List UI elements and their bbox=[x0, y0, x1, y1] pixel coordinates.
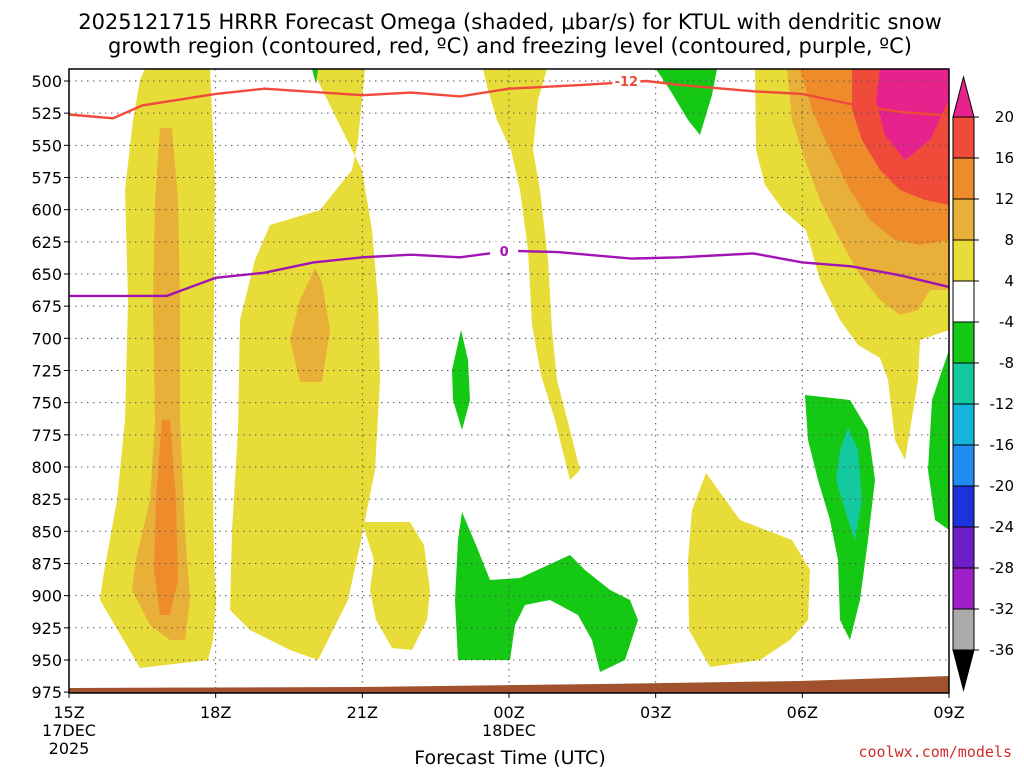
x-tick-label: 18Z bbox=[200, 703, 231, 722]
colorbar-segment bbox=[952, 116, 975, 159]
x-tick-date-label: 17DEC bbox=[42, 721, 96, 740]
colorbar-tick-label: -12 bbox=[990, 395, 1015, 413]
chart-title-line-2: growth region (contoured, red, ºC) and f… bbox=[108, 34, 912, 58]
y-tick-label: 800 bbox=[31, 458, 62, 477]
y-axis-pressure: 500 525 550 575 600 625 650 675 700 725 750 775 800 8… bbox=[31, 72, 69, 702]
colorbar-tick-label: -28 bbox=[990, 559, 1015, 577]
contour-label-background bbox=[612, 72, 641, 89]
omega-region-green-top-small bbox=[312, 69, 318, 84]
colorbar-tick-label: 16 bbox=[995, 149, 1014, 167]
y-tick-label: 650 bbox=[31, 265, 62, 284]
colorbar-segment bbox=[952, 567, 975, 610]
colorbar-segment bbox=[952, 444, 975, 487]
colorbar-segment bbox=[952, 157, 975, 200]
colorbar-tick-label: -32 bbox=[990, 600, 1015, 618]
x-tick-label: 15Z bbox=[53, 703, 84, 722]
y-tick-label: 600 bbox=[31, 201, 62, 220]
watermark-text: coolwx.com/models bbox=[858, 743, 1012, 761]
colorbar-tick-label: -20 bbox=[990, 477, 1015, 495]
x-tick-date-label: 18DEC bbox=[482, 721, 536, 740]
colorbar-segment bbox=[952, 198, 975, 241]
omega-region-darkorange-left bbox=[154, 420, 178, 615]
omega-region-green-far-right bbox=[928, 350, 949, 530]
y-tick-label: 750 bbox=[31, 394, 62, 413]
colorbar-segment bbox=[952, 280, 975, 323]
colorbar-tick-label: -36 bbox=[990, 641, 1015, 659]
y-tick-label: 950 bbox=[31, 651, 62, 670]
colorbar-segment bbox=[952, 485, 975, 528]
x-axis-title: Forecast Time (UTC) bbox=[414, 747, 605, 768]
x-tick-label: 21Z bbox=[347, 703, 378, 722]
colorbar-bottom-triangle bbox=[952, 649, 975, 692]
colorbar-segment bbox=[952, 239, 975, 282]
omega-region-green-top bbox=[656, 69, 717, 135]
contour-line bbox=[69, 249, 950, 298]
y-tick-label: 775 bbox=[31, 426, 62, 445]
terrain-ground-strip bbox=[69, 676, 949, 693]
x-tick-label: 03Z bbox=[640, 703, 671, 722]
colorbar-tick-label: -16 bbox=[990, 436, 1015, 454]
x-tick-year-label: 2025 bbox=[49, 739, 90, 758]
x-tick-label: 00Z bbox=[493, 703, 524, 722]
contour-label: -12 bbox=[615, 75, 639, 90]
colorbar-tick-label: 4 bbox=[1004, 272, 1014, 290]
y-tick-label: 825 bbox=[31, 490, 62, 509]
y-tick-label: 675 bbox=[31, 297, 62, 316]
omega-region-magenta-right bbox=[876, 69, 949, 160]
colorbar-tick-label: -24 bbox=[990, 518, 1015, 536]
y-tick-label: 500 bbox=[31, 72, 62, 91]
omega-region-yellow-mid bbox=[362, 522, 430, 650]
contour-label-background bbox=[490, 241, 519, 259]
y-tick-label: 525 bbox=[31, 104, 62, 123]
colorbar-top-triangle bbox=[952, 75, 975, 118]
temperature-contours: -12 0 bbox=[68, 72, 950, 298]
colorbar-segment bbox=[952, 403, 975, 446]
colorbar-tick-label: -4 bbox=[999, 313, 1014, 331]
colorbar-segment bbox=[952, 362, 975, 405]
x-tick-label: 06Z bbox=[787, 703, 818, 722]
y-tick-label: 875 bbox=[31, 554, 62, 573]
omega-region-green-small bbox=[452, 330, 470, 430]
x-tick-label: 09Z bbox=[933, 703, 964, 722]
y-tick-label: 975 bbox=[31, 683, 62, 702]
contour-label: 0 bbox=[500, 245, 509, 260]
omega-region-green-center bbox=[455, 512, 638, 672]
y-tick-label: 625 bbox=[31, 233, 62, 252]
colorbar-tick-label: 20 bbox=[995, 108, 1014, 126]
colorbar-tick-label: 12 bbox=[995, 190, 1014, 208]
colorbar-segment bbox=[952, 321, 975, 364]
y-tick-label: 925 bbox=[31, 619, 62, 638]
y-tick-label: 900 bbox=[31, 587, 62, 606]
colorbar-tick-label: 8 bbox=[1004, 231, 1014, 249]
colorbar-segment bbox=[952, 526, 975, 569]
plot-area: -12 0 bbox=[68, 68, 950, 694]
contour-line bbox=[68, 79, 950, 120]
omega-region-orange-mid bbox=[290, 268, 330, 382]
colorbar-segment bbox=[952, 608, 975, 651]
y-tick-label: 850 bbox=[31, 522, 62, 541]
omega-region-yellow-lower-right bbox=[688, 473, 810, 667]
y-tick-label: 550 bbox=[31, 136, 62, 155]
chart-title-line-1: 2025121715 HRRR Forecast Omega (shaded, … bbox=[78, 10, 942, 34]
y-tick-label: 700 bbox=[31, 329, 62, 348]
colorbar-tick-label: -8 bbox=[999, 354, 1014, 372]
omega-region-yellow-center bbox=[483, 69, 580, 480]
omega-shading bbox=[100, 69, 949, 672]
omega-colorbar: 20 16 12 8 4 -4 -8 -12 -16 -20 -24 -28 -32 -36 bbox=[952, 75, 1015, 692]
y-tick-label: 575 bbox=[31, 168, 62, 187]
y-tick-label: 725 bbox=[31, 361, 62, 380]
omega-region-teal-right bbox=[836, 428, 862, 540]
